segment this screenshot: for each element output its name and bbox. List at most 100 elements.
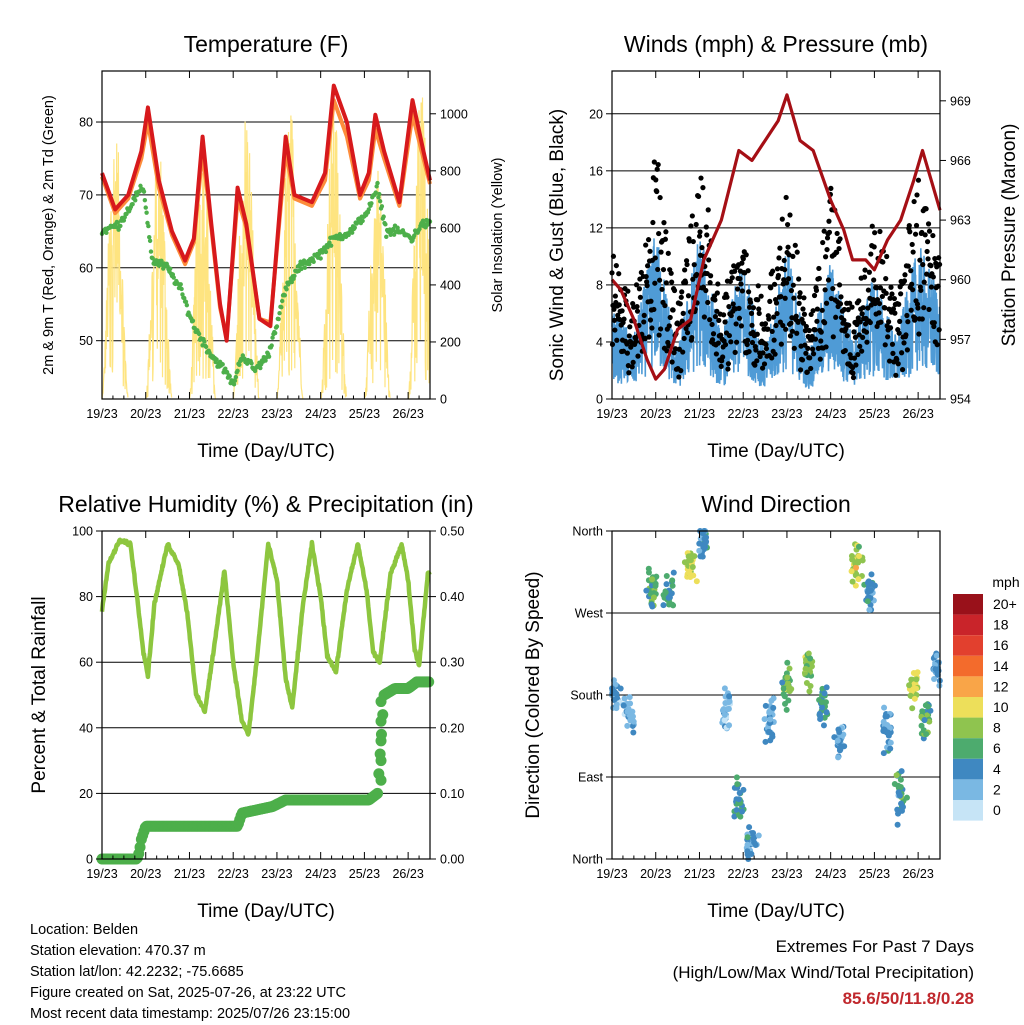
gust-point: [657, 194, 663, 201]
gust-point: [787, 333, 794, 339]
wind-direction-point: [665, 594, 672, 601]
x-tick-label: 24/23: [305, 407, 336, 421]
gust-point: [739, 288, 745, 294]
solar-insolation-line: [145, 161, 173, 400]
dewpoint-point: [307, 261, 312, 267]
gust-point: [794, 249, 800, 255]
wind-direction-point: [805, 650, 812, 657]
gust-point: [887, 295, 893, 301]
gust-point: [726, 332, 732, 339]
wind-direction-point: [880, 726, 887, 733]
wind-direction-point: [853, 571, 860, 578]
gust-point: [780, 322, 786, 329]
gust-point: [774, 266, 781, 272]
gust-point: [684, 330, 691, 336]
elevation-text: Station elevation: 470.37 m: [30, 943, 206, 959]
dewpoint-point: [190, 318, 196, 323]
wind-direction-point: [627, 700, 634, 707]
dewpoint-point: [388, 232, 393, 237]
gust-point: [895, 361, 901, 367]
wind-direction-point: [784, 659, 791, 666]
wind-direction-point: [691, 553, 698, 560]
gust-point: [883, 276, 889, 282]
gust-point: [763, 341, 769, 348]
gust-point: [627, 324, 633, 330]
legend-label: 0: [993, 802, 1001, 818]
wind-direction-point: [932, 666, 939, 673]
wind-direction-point: [696, 547, 703, 554]
gust-point: [924, 248, 930, 255]
legend-swatch: [953, 738, 983, 759]
gust-point: [722, 342, 729, 348]
gust-point: [776, 255, 782, 261]
legend-swatch: [953, 758, 983, 780]
gust-point: [797, 294, 803, 300]
y-right-tick-label: 400: [440, 278, 461, 292]
gust-point: [816, 265, 822, 272]
wind-direction-point: [726, 722, 733, 729]
gust-point: [803, 350, 809, 356]
gust-point: [635, 353, 641, 359]
dewpoint-point: [178, 282, 183, 287]
dewpoint-point: [171, 275, 176, 280]
gust-point: [791, 345, 797, 351]
gust-point: [846, 322, 852, 328]
gust-point: [903, 332, 909, 338]
gust-point: [915, 305, 921, 311]
gust-point: [838, 294, 844, 300]
x-tick-label: 26/23: [902, 407, 933, 421]
dewpoint-point: [146, 223, 151, 229]
x-tick-label: 23/23: [261, 407, 292, 421]
gust-point: [662, 302, 668, 309]
gust-point: [877, 228, 883, 235]
gust-point: [655, 162, 661, 168]
wind-direction-point: [761, 716, 768, 723]
wind-direction-point: [746, 824, 753, 831]
x-tick-label: 20/23: [130, 407, 161, 421]
y-tick-label: 40: [79, 721, 93, 735]
gust-point: [667, 314, 673, 321]
gust-point: [758, 293, 764, 299]
wind-direction-point: [818, 699, 825, 706]
gust-point: [773, 322, 779, 329]
gust-point: [773, 300, 780, 306]
gust-point: [779, 216, 785, 222]
gust-point: [822, 254, 829, 260]
x-tick-label: 24/23: [305, 867, 336, 881]
gust-point: [718, 332, 724, 338]
wind-direction-point: [780, 685, 787, 692]
gust-point: [647, 248, 653, 254]
gust-point: [651, 159, 657, 165]
gust-point: [842, 348, 848, 354]
gust-point: [805, 345, 811, 351]
gust-point: [856, 298, 862, 304]
wind-direction-point: [835, 726, 842, 733]
gust-point: [834, 230, 840, 237]
wind-direction-point: [739, 808, 746, 815]
wind-direction-point: [689, 564, 696, 571]
gust-point: [877, 285, 884, 291]
wind-direction-point: [750, 835, 757, 842]
gust-point: [740, 256, 746, 262]
dewpoint-point: [182, 295, 187, 301]
gust-point: [795, 319, 801, 325]
wind-direction-point: [699, 553, 706, 560]
precipitation-point: [375, 715, 387, 727]
gust-point: [725, 361, 732, 367]
gust-point: [694, 271, 700, 278]
gust-point: [685, 293, 692, 299]
gust-point: [904, 347, 910, 353]
wind-direction-point: [853, 564, 860, 571]
gust-point: [765, 326, 771, 332]
dewpoint-point: [142, 197, 148, 203]
gust-point: [797, 367, 804, 373]
legend-label: 12: [993, 678, 1009, 694]
wind-direction-point: [919, 708, 926, 715]
dewpoint-point: [377, 199, 383, 204]
gust-point: [759, 365, 766, 371]
dewpoint-point: [272, 330, 278, 336]
gust-point: [652, 280, 658, 286]
gust-point: [825, 277, 832, 283]
gust-point: [788, 320, 794, 326]
dewpoint-point: [113, 224, 119, 230]
